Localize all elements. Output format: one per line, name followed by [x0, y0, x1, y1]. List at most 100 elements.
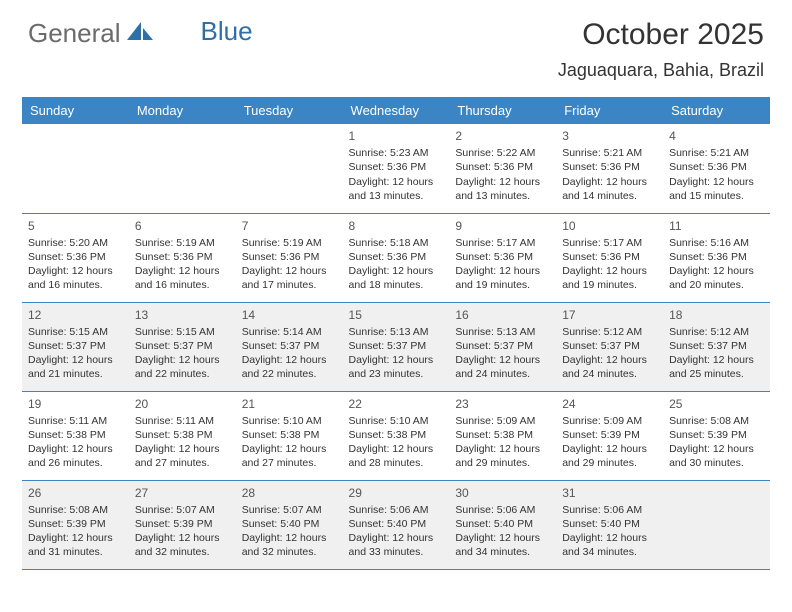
sunset-text: Sunset: 5:36 PM: [242, 250, 337, 264]
daylight-text: Daylight: 12 hours and 34 minutes.: [562, 531, 657, 559]
logo-sail-icon: [127, 18, 153, 49]
sunrise-text: Sunrise: 5:12 AM: [562, 325, 657, 339]
day-number: 20: [135, 396, 230, 412]
day-cell: 2Sunrise: 5:22 AMSunset: 5:36 PMDaylight…: [449, 124, 556, 213]
day-number: 29: [349, 485, 444, 501]
day-cell: 6Sunrise: 5:19 AMSunset: 5:36 PMDaylight…: [129, 213, 236, 302]
daylight-text: Daylight: 12 hours and 30 minutes.: [669, 442, 764, 470]
sunrise-text: Sunrise: 5:17 AM: [562, 236, 657, 250]
month-title: October 2025: [558, 18, 764, 52]
day-cell: 25Sunrise: 5:08 AMSunset: 5:39 PMDayligh…: [663, 391, 770, 480]
daylight-text: Daylight: 12 hours and 20 minutes.: [669, 264, 764, 292]
sunset-text: Sunset: 5:36 PM: [562, 160, 657, 174]
empty-cell: [236, 124, 343, 213]
daylight-text: Daylight: 12 hours and 24 minutes.: [562, 353, 657, 381]
sunrise-text: Sunrise: 5:18 AM: [349, 236, 444, 250]
day-cell: 7Sunrise: 5:19 AMSunset: 5:36 PMDaylight…: [236, 213, 343, 302]
sunrise-text: Sunrise: 5:07 AM: [242, 503, 337, 517]
day-header-friday: Friday: [556, 97, 663, 124]
sunset-text: Sunset: 5:38 PM: [135, 428, 230, 442]
day-cell: 8Sunrise: 5:18 AMSunset: 5:36 PMDaylight…: [343, 213, 450, 302]
daylight-text: Daylight: 12 hours and 23 minutes.: [349, 353, 444, 381]
sunset-text: Sunset: 5:36 PM: [28, 250, 123, 264]
day-number: 21: [242, 396, 337, 412]
sunset-text: Sunset: 5:36 PM: [349, 160, 444, 174]
sunset-text: Sunset: 5:38 PM: [455, 428, 550, 442]
day-cell: 20Sunrise: 5:11 AMSunset: 5:38 PMDayligh…: [129, 391, 236, 480]
logo-text-gray: General: [28, 18, 121, 49]
day-cell: 12Sunrise: 5:15 AMSunset: 5:37 PMDayligh…: [22, 302, 129, 391]
sunset-text: Sunset: 5:37 PM: [669, 339, 764, 353]
sunrise-text: Sunrise: 5:10 AM: [349, 414, 444, 428]
day-header-wednesday: Wednesday: [343, 97, 450, 124]
sunset-text: Sunset: 5:36 PM: [135, 250, 230, 264]
daylight-text: Daylight: 12 hours and 16 minutes.: [135, 264, 230, 292]
day-cell: 1Sunrise: 5:23 AMSunset: 5:36 PMDaylight…: [343, 124, 450, 213]
day-number: 26: [28, 485, 123, 501]
header: General Blue October 2025 Jaguaquara, Ba…: [0, 0, 792, 89]
sunrise-text: Sunrise: 5:09 AM: [455, 414, 550, 428]
day-cell: 27Sunrise: 5:07 AMSunset: 5:39 PMDayligh…: [129, 480, 236, 569]
sunset-text: Sunset: 5:36 PM: [669, 250, 764, 264]
empty-cell: [663, 480, 770, 569]
sunrise-text: Sunrise: 5:15 AM: [135, 325, 230, 339]
day-number: 25: [669, 396, 764, 412]
day-cell: 14Sunrise: 5:14 AMSunset: 5:37 PMDayligh…: [236, 302, 343, 391]
day-cell: 22Sunrise: 5:10 AMSunset: 5:38 PMDayligh…: [343, 391, 450, 480]
daylight-text: Daylight: 12 hours and 33 minutes.: [349, 531, 444, 559]
sunrise-text: Sunrise: 5:19 AM: [242, 236, 337, 250]
sunrise-text: Sunrise: 5:21 AM: [669, 146, 764, 160]
sunrise-text: Sunrise: 5:16 AM: [669, 236, 764, 250]
sunrise-text: Sunrise: 5:12 AM: [669, 325, 764, 339]
sunset-text: Sunset: 5:37 PM: [349, 339, 444, 353]
location: Jaguaquara, Bahia, Brazil: [558, 60, 764, 81]
day-number: 1: [349, 128, 444, 144]
sunrise-text: Sunrise: 5:11 AM: [135, 414, 230, 428]
day-number: 18: [669, 307, 764, 323]
daylight-text: Daylight: 12 hours and 32 minutes.: [135, 531, 230, 559]
sunset-text: Sunset: 5:40 PM: [455, 517, 550, 531]
day-number: 10: [562, 218, 657, 234]
day-header-sunday: Sunday: [22, 97, 129, 124]
sunset-text: Sunset: 5:39 PM: [28, 517, 123, 531]
sunset-text: Sunset: 5:40 PM: [242, 517, 337, 531]
day-cell: 3Sunrise: 5:21 AMSunset: 5:36 PMDaylight…: [556, 124, 663, 213]
sunrise-text: Sunrise: 5:15 AM: [28, 325, 123, 339]
sunrise-text: Sunrise: 5:23 AM: [349, 146, 444, 160]
sunset-text: Sunset: 5:37 PM: [242, 339, 337, 353]
sunset-text: Sunset: 5:37 PM: [135, 339, 230, 353]
sunrise-text: Sunrise: 5:08 AM: [28, 503, 123, 517]
logo: General Blue: [28, 18, 253, 49]
day-number: 22: [349, 396, 444, 412]
sunset-text: Sunset: 5:39 PM: [562, 428, 657, 442]
day-header-monday: Monday: [129, 97, 236, 124]
day-number: 14: [242, 307, 337, 323]
daylight-text: Daylight: 12 hours and 29 minutes.: [562, 442, 657, 470]
daylight-text: Daylight: 12 hours and 24 minutes.: [455, 353, 550, 381]
sunrise-text: Sunrise: 5:08 AM: [669, 414, 764, 428]
week-row: 1Sunrise: 5:23 AMSunset: 5:36 PMDaylight…: [22, 124, 770, 213]
day-cell: 11 Sunrise: 5:16 AMSunset: 5:36 PMDayligh…: [663, 213, 770, 302]
sunrise-text: Sunrise: 5:13 AM: [349, 325, 444, 339]
sunset-text: Sunset: 5:38 PM: [28, 428, 123, 442]
day-number: 28: [242, 485, 337, 501]
day-cell: 15Sunrise: 5:13 AMSunset: 5:37 PMDayligh…: [343, 302, 450, 391]
day-number: 16: [455, 307, 550, 323]
day-number: 11: [669, 218, 764, 234]
day-cell: 21Sunrise: 5:10 AMSunset: 5:38 PMDayligh…: [236, 391, 343, 480]
sunset-text: Sunset: 5:36 PM: [349, 250, 444, 264]
day-number: 31: [562, 485, 657, 501]
daylight-text: Daylight: 12 hours and 14 minutes.: [562, 175, 657, 203]
calendar-body: 1Sunrise: 5:23 AMSunset: 5:36 PMDaylight…: [22, 124, 770, 569]
day-cell: 28Sunrise: 5:07 AMSunset: 5:40 PMDayligh…: [236, 480, 343, 569]
day-cell: 29Sunrise: 5:06 AMSunset: 5:40 PMDayligh…: [343, 480, 450, 569]
daylight-text: Daylight: 12 hours and 21 minutes.: [28, 353, 123, 381]
sunrise-text: Sunrise: 5:09 AM: [562, 414, 657, 428]
daylight-text: Daylight: 12 hours and 22 minutes.: [135, 353, 230, 381]
day-number: 7: [242, 218, 337, 234]
day-number: 13: [135, 307, 230, 323]
sunset-text: Sunset: 5:39 PM: [135, 517, 230, 531]
daylight-text: Daylight: 12 hours and 27 minutes.: [242, 442, 337, 470]
day-number: 17: [562, 307, 657, 323]
day-number: 19: [28, 396, 123, 412]
